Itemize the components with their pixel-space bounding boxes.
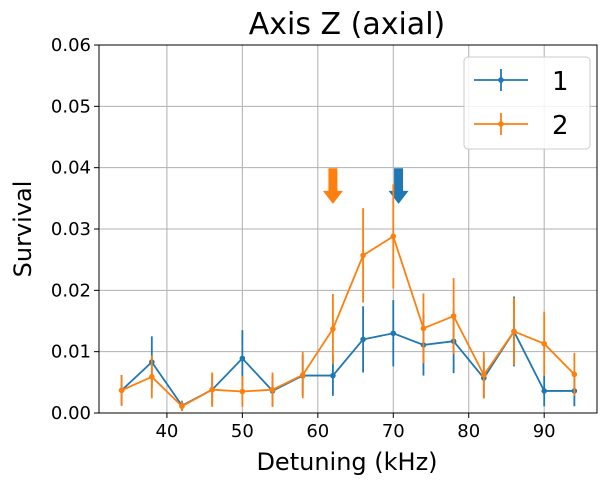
data-point bbox=[541, 340, 547, 347]
data-point bbox=[390, 233, 397, 240]
legend-swatch-marker bbox=[498, 121, 504, 127]
x-tick-label: 80 bbox=[457, 421, 480, 442]
ticks: 40 50 60 70 80 90 0.00 0.01 0.02 0.03 0.04 0.05 0.06 bbox=[51, 35, 556, 442]
series-2 bbox=[118, 184, 578, 412]
series-1 bbox=[118, 296, 578, 411]
legend: 12 bbox=[463, 56, 591, 150]
data-point bbox=[239, 388, 246, 395]
y-tick-label: 0.04 bbox=[51, 158, 91, 179]
legend-swatch-marker bbox=[498, 77, 504, 83]
data-point bbox=[299, 372, 306, 378]
data-point bbox=[481, 372, 487, 378]
x-tick-label: 60 bbox=[306, 421, 329, 442]
y-tick-label: 0.06 bbox=[51, 35, 91, 56]
data-point bbox=[541, 388, 547, 394]
y-tick-label: 0.01 bbox=[51, 342, 91, 363]
data-point bbox=[360, 252, 366, 259]
data-point bbox=[269, 386, 276, 393]
y-tick-label: 0.02 bbox=[51, 280, 91, 301]
y-tick-label: 0.00 bbox=[51, 403, 91, 424]
data-point bbox=[390, 330, 397, 337]
data-point bbox=[209, 386, 215, 393]
x-axis-label: Detuning (kHz) bbox=[256, 448, 437, 476]
data-point bbox=[239, 355, 246, 362]
series-line bbox=[121, 234, 576, 408]
chart-title: Axis Z (axial) bbox=[249, 7, 445, 42]
x-tick-label: 40 bbox=[155, 421, 178, 442]
data-point bbox=[118, 387, 125, 394]
legend-label: 1 bbox=[552, 67, 569, 97]
data-point bbox=[450, 313, 457, 319]
series-group bbox=[118, 184, 578, 412]
x-tick-label: 90 bbox=[533, 421, 556, 442]
legend-box bbox=[463, 56, 591, 150]
down-arrow-marker bbox=[322, 168, 343, 204]
data-point bbox=[330, 372, 336, 379]
data-point bbox=[360, 336, 366, 343]
data-point bbox=[511, 328, 517, 335]
legend-label: 2 bbox=[552, 111, 569, 141]
y-tick-label: 0.05 bbox=[51, 96, 91, 117]
data-point bbox=[571, 371, 578, 378]
data-point bbox=[330, 326, 336, 332]
y-tick-label: 0.03 bbox=[51, 219, 91, 240]
down-arrow-marker bbox=[388, 168, 409, 204]
arrow-markers bbox=[322, 168, 409, 204]
data-point bbox=[149, 374, 155, 380]
x-tick-label: 50 bbox=[231, 421, 254, 442]
y-axis-label: Survival bbox=[9, 181, 37, 278]
data-point bbox=[179, 403, 185, 410]
data-point bbox=[420, 325, 427, 332]
x-tick-label: 70 bbox=[382, 421, 405, 442]
